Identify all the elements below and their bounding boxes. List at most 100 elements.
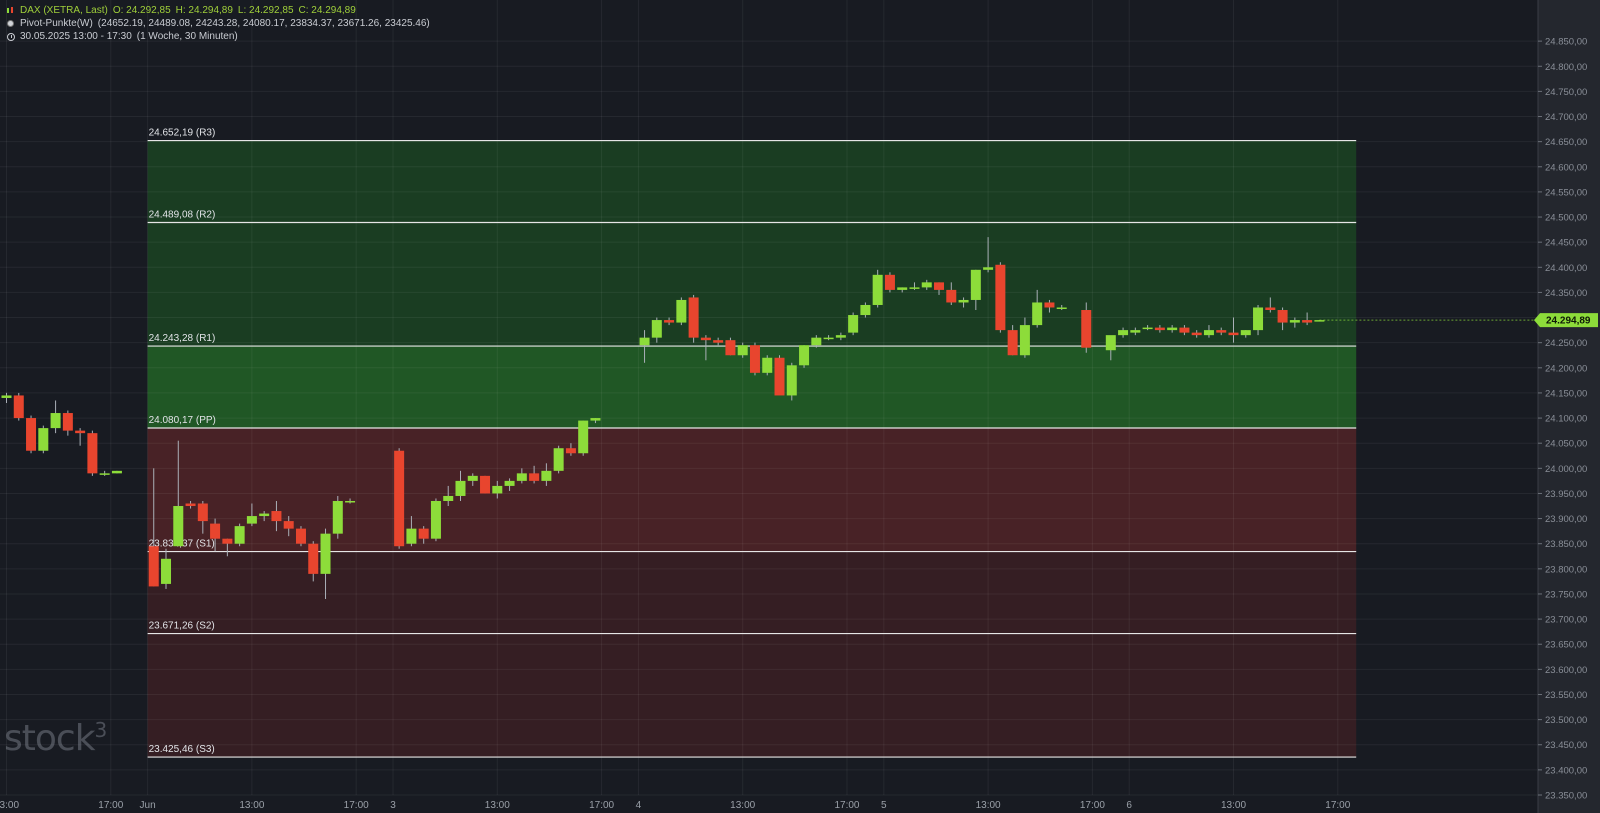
candle-body bbox=[111, 470, 122, 474]
candle-body bbox=[50, 413, 61, 429]
candle bbox=[480, 475, 491, 494]
candle bbox=[565, 443, 576, 456]
candle bbox=[516, 468, 527, 484]
legend-open: O: 24.292,85 bbox=[112, 5, 171, 16]
candle-body bbox=[774, 357, 785, 396]
candle-body bbox=[1, 395, 12, 398]
candle-body bbox=[1228, 332, 1239, 336]
candle bbox=[1142, 325, 1153, 331]
legend-time-row: 30.05.2025 13:00 - 17:30 (1 Woche, 30 Mi… bbox=[6, 30, 430, 43]
candle bbox=[1191, 330, 1202, 338]
time-tick-label: 17:00 bbox=[589, 800, 614, 811]
candle-body bbox=[676, 299, 687, 323]
stock3-logo: stock3 bbox=[4, 718, 107, 759]
candle bbox=[737, 342, 748, 358]
candle-body bbox=[246, 516, 257, 524]
candle bbox=[529, 465, 540, 484]
candle-body bbox=[1314, 320, 1325, 322]
candle-body bbox=[983, 267, 994, 270]
candle bbox=[259, 511, 270, 522]
candle-body bbox=[443, 495, 454, 501]
candle-body bbox=[62, 413, 73, 431]
pivot-label-pp: 24.080,17 (PP) bbox=[149, 415, 216, 426]
candle-body bbox=[590, 418, 601, 421]
clock-icon bbox=[6, 32, 15, 41]
candle-body bbox=[1081, 310, 1092, 348]
price-tick-label: 23.450,00 bbox=[1545, 740, 1587, 751]
candle-body bbox=[259, 513, 270, 517]
candle-body bbox=[713, 340, 724, 343]
candle bbox=[995, 262, 1006, 333]
candle-body bbox=[75, 430, 86, 434]
candle bbox=[909, 282, 920, 290]
candle bbox=[1228, 317, 1239, 343]
candle bbox=[983, 237, 994, 273]
candle bbox=[13, 392, 24, 421]
candle bbox=[271, 500, 282, 532]
candle-body bbox=[1130, 330, 1141, 333]
candle-body bbox=[308, 543, 319, 574]
candle bbox=[430, 498, 441, 542]
candle bbox=[676, 297, 687, 326]
legend-indicator-name: Pivot-Punkte(W) bbox=[20, 18, 93, 29]
candle-body bbox=[578, 420, 589, 454]
candle bbox=[26, 415, 37, 454]
price-tick-label: 23.800,00 bbox=[1545, 564, 1587, 575]
candle-body bbox=[909, 287, 920, 289]
candle bbox=[161, 548, 172, 589]
candle bbox=[872, 269, 883, 308]
candle-body bbox=[639, 337, 650, 346]
candle bbox=[970, 269, 981, 311]
price-tick-label: 24.700,00 bbox=[1545, 112, 1587, 123]
price-tick-label: 23.600,00 bbox=[1545, 665, 1587, 676]
time-tick-label: Jun bbox=[140, 800, 156, 811]
candle bbox=[283, 516, 294, 537]
price-tick-label: 23.350,00 bbox=[1545, 791, 1587, 802]
candle bbox=[1044, 299, 1055, 313]
price-tick-label: 24.450,00 bbox=[1545, 238, 1587, 249]
legend-close: C: 24.294,89 bbox=[298, 5, 356, 16]
candle bbox=[332, 495, 343, 539]
candle-body bbox=[1044, 302, 1055, 308]
price-tick-label: 24.250,00 bbox=[1545, 338, 1587, 349]
candle-body bbox=[1056, 307, 1067, 309]
price-axis bbox=[1538, 0, 1600, 813]
legend-low: L: 24.292,85 bbox=[237, 5, 294, 16]
candle bbox=[99, 470, 110, 476]
candle-body bbox=[197, 503, 208, 522]
price-tick-label: 24.400,00 bbox=[1545, 263, 1587, 274]
candle-body bbox=[848, 315, 859, 333]
candle-body bbox=[26, 418, 37, 451]
time-tick-label: 5 bbox=[881, 800, 887, 811]
resistance-zone bbox=[147, 140, 1357, 429]
candle bbox=[308, 541, 319, 582]
pivot-label-r2: 24.489,08 (R2) bbox=[149, 210, 216, 221]
candle-body bbox=[148, 546, 159, 587]
candle bbox=[799, 345, 810, 368]
candle-body bbox=[1240, 330, 1251, 336]
price-tick-label: 24.050,00 bbox=[1545, 439, 1587, 450]
candle bbox=[639, 330, 650, 363]
candle bbox=[345, 498, 356, 504]
candle bbox=[1130, 327, 1141, 336]
price-tick-label: 23.400,00 bbox=[1545, 765, 1587, 776]
legend-indicator-values: (24652.19, 24489.08, 24243.28, 24080.17,… bbox=[97, 18, 430, 29]
candle-body bbox=[565, 448, 576, 454]
candle bbox=[541, 463, 552, 486]
candle-body bbox=[210, 523, 221, 539]
candle-body bbox=[1302, 320, 1313, 323]
legend-instrument-row[interactable]: DAX (XETRA, Last) O: 24.292,85 H: 24.294… bbox=[6, 4, 430, 17]
candle-body bbox=[345, 500, 356, 503]
candle-body bbox=[1105, 335, 1116, 351]
candle-body bbox=[1277, 310, 1288, 323]
candle bbox=[774, 355, 785, 396]
support-zone-inner bbox=[147, 428, 1357, 552]
candle bbox=[1289, 317, 1300, 328]
indicator-dot-icon bbox=[7, 20, 14, 27]
legend-indicator-row[interactable]: Pivot-Punkte(W) (24652.19, 24489.08, 242… bbox=[6, 17, 430, 30]
candle-body bbox=[1154, 327, 1165, 331]
candle bbox=[38, 425, 49, 454]
candle bbox=[1019, 317, 1030, 358]
candle bbox=[1253, 304, 1264, 336]
